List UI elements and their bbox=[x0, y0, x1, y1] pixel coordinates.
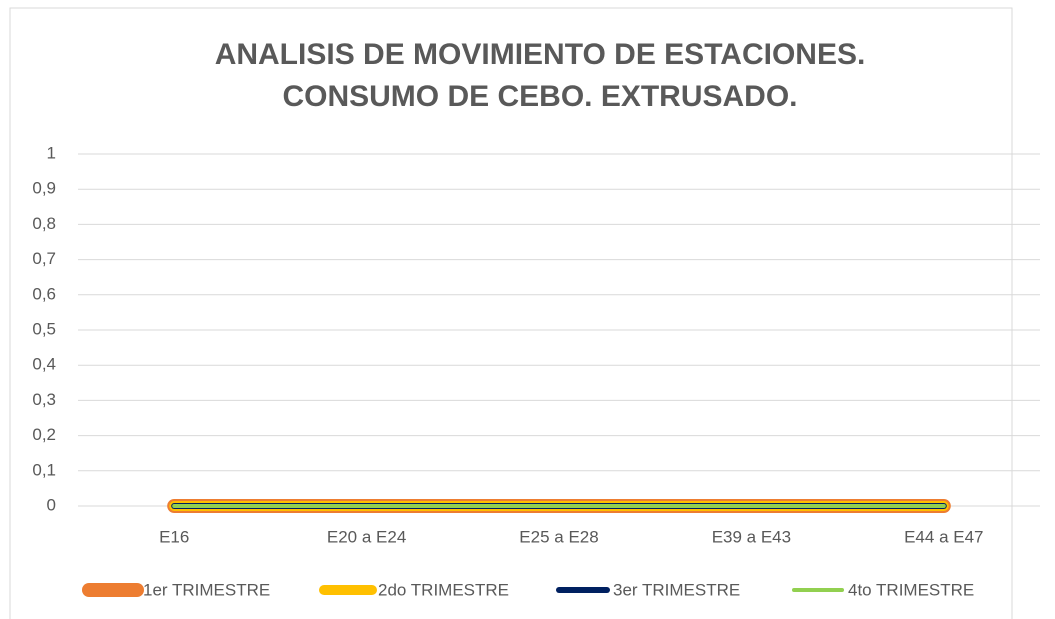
y-tick-label: 0,5 bbox=[32, 319, 56, 338]
y-tick-label: 0,4 bbox=[32, 355, 56, 374]
x-tick-label: E20 a E24 bbox=[327, 527, 406, 546]
chart-title: CONSUMO DE CEBO. EXTRUSADO. bbox=[282, 80, 797, 113]
y-tick-label: 0,9 bbox=[32, 179, 56, 198]
y-tick-label: 0,8 bbox=[32, 214, 56, 233]
x-tick-label: E25 a E28 bbox=[519, 527, 598, 546]
y-tick-label: 0,2 bbox=[32, 425, 56, 444]
y-tick-label: 0,1 bbox=[32, 460, 56, 479]
legend-label: 1er TRIMESTRE bbox=[143, 580, 270, 599]
y-tick-label: 0,3 bbox=[32, 390, 56, 409]
chart-frame bbox=[9, 7, 1013, 619]
x-tick-label: E39 a E43 bbox=[712, 527, 791, 546]
y-tick-label: 0,7 bbox=[32, 249, 56, 268]
chart-title: ANALISIS DE MOVIMIENTO DE ESTACIONES. bbox=[215, 38, 866, 71]
legend-label: 4to TRIMESTRE bbox=[848, 580, 974, 599]
x-tick-label: E16 bbox=[159, 527, 189, 546]
y-tick-label: 0,6 bbox=[32, 284, 56, 303]
y-tick-label: 1 bbox=[47, 143, 56, 162]
x-tick-label: E44 a E47 bbox=[904, 527, 983, 546]
legend-label: 2do TRIMESTRE bbox=[378, 580, 509, 599]
y-tick-label: 0 bbox=[47, 495, 56, 514]
legend-label: 3er TRIMESTRE bbox=[613, 580, 740, 599]
